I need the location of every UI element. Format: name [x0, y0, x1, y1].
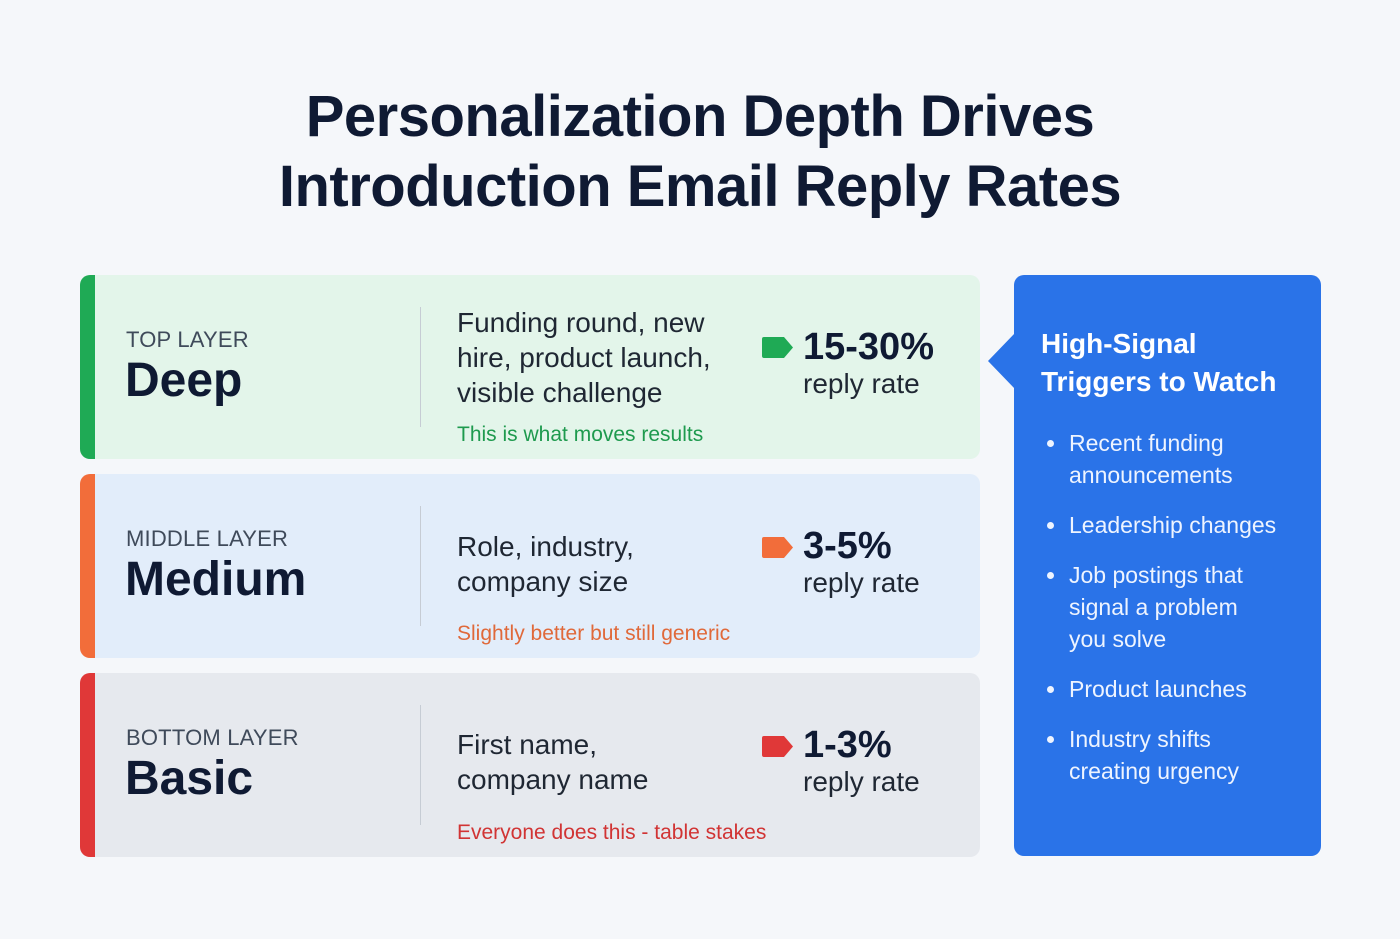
- layer-description: Role, industry, company size: [457, 531, 634, 597]
- layer-divider: [420, 705, 421, 825]
- layer-basic: BOTTOM LAYER Basic First name, company n…: [80, 673, 980, 857]
- layer-description: First name, company name: [457, 729, 649, 795]
- panel-title: High-Signal Triggers to Watch: [1041, 328, 1277, 397]
- triggers-panel: High-Signal Triggers to Watch Recent fun…: [988, 275, 1321, 856]
- tag-icon: [762, 337, 793, 358]
- bullet-icon: [1047, 572, 1054, 579]
- reply-rate-value: 1-3%: [803, 724, 892, 766]
- layer-description: Funding round, new hire, product launch,…: [457, 307, 711, 408]
- bullet-icon: [1047, 686, 1054, 693]
- layer-deep: TOP LAYER Deep Funding round, new hire, …: [80, 275, 980, 459]
- layer-accent-bar: [80, 474, 95, 658]
- reply-rate-label: reply rate: [803, 368, 920, 399]
- layer-note: This is what moves results: [457, 423, 704, 446]
- trigger-item: Industry shifts creating urgency: [1041, 723, 1321, 787]
- trigger-item: Recent funding announcements: [1041, 427, 1321, 491]
- layer-name: Deep: [125, 354, 243, 407]
- layer-name: Medium: [125, 553, 307, 606]
- title-line-2: Introduction Email Reply Rates: [278, 154, 1122, 219]
- reply-rate-value: 3-5%: [803, 525, 892, 567]
- bullet-icon: [1047, 522, 1054, 529]
- bullet-icon: [1047, 440, 1054, 447]
- layer-note: Everyone does this - table stakes: [457, 821, 767, 844]
- layer-eyebrow: TOP LAYER: [126, 327, 249, 352]
- layer-accent-bar: [80, 275, 95, 459]
- layer-eyebrow: MIDDLE LAYER: [126, 526, 289, 551]
- trigger-list: Recent funding announcements Leadership …: [1041, 427, 1321, 805]
- layer-name: Basic: [125, 752, 254, 805]
- layer-note: Slightly better but still generic: [457, 622, 731, 645]
- title-line-1: Personalization Depth Drives: [305, 84, 1095, 149]
- layer-medium: MIDDLE LAYER Medium Role, industry, comp…: [80, 474, 980, 658]
- trigger-item: Product launches: [1041, 673, 1321, 705]
- layer-accent-bar: [80, 673, 95, 857]
- layer-divider: [420, 307, 421, 427]
- tag-icon: [762, 537, 793, 558]
- trigger-item: Leadership changes: [1041, 509, 1321, 541]
- reply-rate-value: 15-30%: [803, 326, 934, 368]
- reply-rate-label: reply rate: [803, 766, 920, 797]
- tag-icon: [762, 736, 793, 757]
- layer-eyebrow: BOTTOM LAYER: [126, 725, 299, 750]
- bullet-icon: [1047, 736, 1054, 743]
- page-title: Personalization Depth Drives Introductio…: [0, 82, 1400, 222]
- reply-rate-label: reply rate: [803, 567, 920, 598]
- layer-divider: [420, 506, 421, 626]
- panel-pointer-arrow: [988, 333, 1015, 389]
- trigger-item: Job postings that signal a problem you s…: [1041, 559, 1321, 655]
